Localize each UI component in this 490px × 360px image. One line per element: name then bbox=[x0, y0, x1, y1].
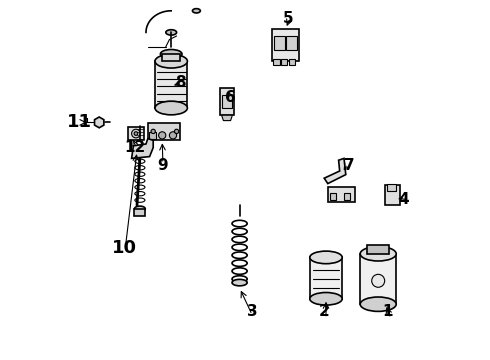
Polygon shape bbox=[132, 139, 153, 158]
Bar bbox=[344, 193, 350, 200]
Bar bbox=[286, 36, 297, 50]
Circle shape bbox=[151, 129, 155, 134]
Bar bbox=[149, 132, 156, 139]
Ellipse shape bbox=[310, 292, 342, 305]
Ellipse shape bbox=[134, 206, 145, 212]
Text: 6: 6 bbox=[225, 90, 236, 105]
Bar bbox=[289, 59, 295, 65]
Bar bbox=[328, 187, 355, 202]
Bar bbox=[220, 88, 234, 115]
Bar bbox=[221, 95, 232, 108]
Bar bbox=[281, 59, 288, 65]
Ellipse shape bbox=[310, 251, 342, 264]
Bar bbox=[387, 184, 396, 191]
Bar bbox=[128, 127, 144, 140]
Text: 7: 7 bbox=[344, 158, 355, 173]
Bar bbox=[155, 61, 187, 108]
Circle shape bbox=[170, 132, 176, 139]
Ellipse shape bbox=[360, 297, 396, 311]
Text: 8: 8 bbox=[175, 75, 186, 90]
Polygon shape bbox=[324, 158, 346, 184]
Text: 5: 5 bbox=[283, 10, 294, 26]
Circle shape bbox=[372, 274, 385, 287]
Ellipse shape bbox=[232, 279, 247, 286]
Ellipse shape bbox=[193, 9, 200, 13]
Ellipse shape bbox=[155, 54, 187, 68]
Bar bbox=[330, 193, 336, 200]
Bar bbox=[148, 123, 180, 140]
Circle shape bbox=[174, 129, 179, 134]
Text: 4: 4 bbox=[398, 192, 409, 207]
Ellipse shape bbox=[155, 101, 187, 115]
Bar bbox=[368, 245, 389, 254]
Bar bbox=[162, 54, 180, 61]
Circle shape bbox=[132, 129, 140, 138]
Bar bbox=[134, 209, 145, 216]
Circle shape bbox=[159, 132, 166, 139]
Text: 10: 10 bbox=[112, 239, 137, 257]
Bar bbox=[360, 254, 396, 304]
Ellipse shape bbox=[160, 50, 182, 59]
Polygon shape bbox=[95, 117, 104, 128]
Ellipse shape bbox=[166, 30, 176, 35]
Bar bbox=[386, 185, 400, 205]
Bar bbox=[273, 59, 280, 65]
Ellipse shape bbox=[360, 247, 396, 261]
Bar bbox=[310, 257, 342, 299]
Bar bbox=[272, 29, 299, 61]
Text: 3: 3 bbox=[247, 304, 258, 319]
Bar bbox=[274, 36, 285, 50]
Polygon shape bbox=[221, 115, 232, 121]
Circle shape bbox=[134, 132, 138, 135]
Text: 2: 2 bbox=[319, 304, 330, 319]
Text: 1: 1 bbox=[382, 304, 392, 319]
Text: 12: 12 bbox=[124, 140, 146, 155]
Text: 9: 9 bbox=[157, 158, 168, 173]
Text: 11: 11 bbox=[67, 113, 92, 131]
